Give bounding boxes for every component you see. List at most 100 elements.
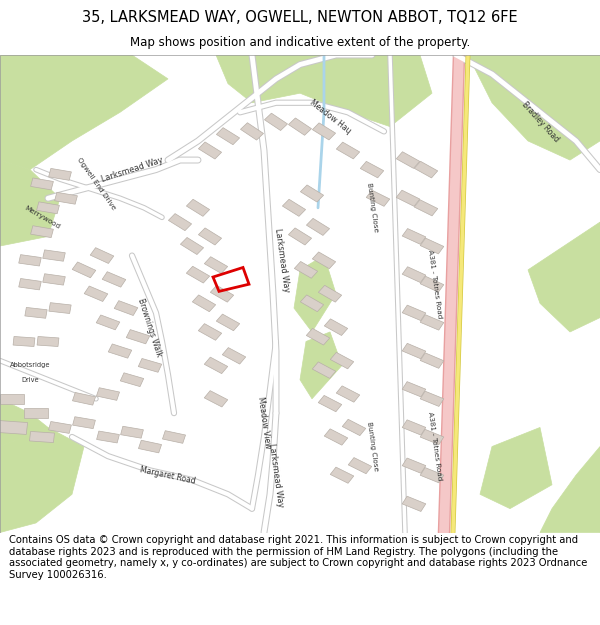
Polygon shape	[49, 168, 71, 181]
Polygon shape	[37, 336, 59, 346]
Text: A381 - Totnes Road: A381 - Totnes Road	[427, 412, 443, 481]
Polygon shape	[0, 428, 84, 532]
Polygon shape	[402, 458, 426, 473]
Polygon shape	[121, 426, 143, 438]
Polygon shape	[31, 226, 53, 238]
Polygon shape	[199, 228, 221, 245]
Polygon shape	[205, 257, 227, 274]
Polygon shape	[295, 261, 317, 278]
Polygon shape	[318, 396, 342, 412]
Polygon shape	[289, 118, 311, 135]
Polygon shape	[120, 372, 144, 387]
Polygon shape	[360, 161, 384, 178]
Polygon shape	[414, 200, 438, 216]
Polygon shape	[24, 408, 48, 418]
Polygon shape	[43, 250, 65, 261]
Polygon shape	[199, 142, 221, 159]
Polygon shape	[300, 332, 342, 399]
Polygon shape	[402, 267, 426, 282]
Text: Merrywood: Merrywood	[23, 205, 61, 230]
Polygon shape	[211, 286, 233, 302]
Polygon shape	[73, 392, 95, 405]
Polygon shape	[97, 431, 119, 443]
Polygon shape	[330, 352, 354, 369]
Polygon shape	[402, 382, 426, 397]
Polygon shape	[325, 319, 347, 336]
Polygon shape	[139, 440, 161, 453]
Polygon shape	[241, 122, 263, 140]
Polygon shape	[396, 190, 420, 206]
Polygon shape	[13, 336, 35, 346]
Polygon shape	[402, 420, 426, 435]
Polygon shape	[138, 359, 162, 372]
Text: Bunting Close: Bunting Close	[365, 421, 379, 472]
Polygon shape	[25, 308, 47, 318]
Polygon shape	[216, 55, 432, 127]
Polygon shape	[301, 185, 323, 202]
Polygon shape	[336, 386, 360, 402]
Polygon shape	[97, 388, 119, 401]
Polygon shape	[102, 272, 126, 287]
Polygon shape	[330, 467, 354, 483]
Polygon shape	[265, 113, 287, 131]
Polygon shape	[204, 357, 228, 374]
Polygon shape	[313, 123, 335, 140]
Text: Bradley Road: Bradley Road	[520, 100, 560, 144]
Text: Drive: Drive	[21, 377, 39, 382]
Text: Abbotsridge: Abbotsridge	[10, 362, 50, 368]
Polygon shape	[342, 419, 366, 436]
Polygon shape	[324, 429, 348, 445]
Text: Ogwell End Drive: Ogwell End Drive	[76, 157, 116, 211]
Polygon shape	[55, 192, 77, 204]
Polygon shape	[0, 394, 24, 404]
Text: Contains OS data © Crown copyright and database right 2021. This information is : Contains OS data © Crown copyright and d…	[9, 535, 587, 580]
Polygon shape	[0, 421, 28, 434]
Polygon shape	[43, 274, 65, 285]
Polygon shape	[187, 266, 209, 283]
Polygon shape	[420, 391, 444, 406]
Polygon shape	[0, 160, 60, 246]
Polygon shape	[283, 199, 305, 216]
Polygon shape	[289, 228, 311, 245]
Polygon shape	[313, 252, 335, 269]
Text: Larksmead Way: Larksmead Way	[267, 442, 285, 508]
Polygon shape	[72, 262, 96, 278]
Polygon shape	[37, 202, 59, 214]
Text: Meadow Haɥ: Meadow Haɥ	[308, 98, 352, 136]
Polygon shape	[402, 496, 426, 511]
Polygon shape	[307, 218, 329, 236]
Polygon shape	[415, 161, 437, 178]
Polygon shape	[49, 421, 71, 433]
Polygon shape	[294, 256, 336, 332]
Polygon shape	[420, 353, 444, 368]
Polygon shape	[217, 127, 239, 145]
Polygon shape	[420, 276, 444, 292]
Polygon shape	[217, 314, 239, 331]
Polygon shape	[222, 348, 246, 364]
Polygon shape	[0, 399, 48, 446]
Polygon shape	[19, 279, 41, 290]
Polygon shape	[163, 431, 185, 443]
Text: Meadow View: Meadow View	[256, 396, 272, 449]
Polygon shape	[187, 199, 209, 216]
Polygon shape	[73, 417, 95, 429]
Polygon shape	[193, 295, 215, 312]
Polygon shape	[420, 314, 444, 330]
Text: Margaret Road: Margaret Road	[139, 465, 197, 486]
Polygon shape	[420, 238, 444, 254]
Polygon shape	[397, 152, 419, 168]
Polygon shape	[312, 362, 336, 378]
Polygon shape	[540, 446, 600, 532]
Polygon shape	[126, 329, 150, 344]
Polygon shape	[366, 190, 390, 206]
Polygon shape	[348, 458, 372, 474]
Text: Bunting Close: Bunting Close	[365, 182, 379, 233]
Polygon shape	[29, 431, 55, 442]
Polygon shape	[19, 254, 41, 266]
Polygon shape	[49, 302, 71, 314]
Polygon shape	[420, 429, 444, 444]
Polygon shape	[114, 301, 138, 316]
Text: Brownings Walk: Brownings Walk	[136, 297, 164, 358]
Polygon shape	[31, 178, 53, 190]
Text: Larksmead Way: Larksmead Way	[273, 228, 291, 293]
